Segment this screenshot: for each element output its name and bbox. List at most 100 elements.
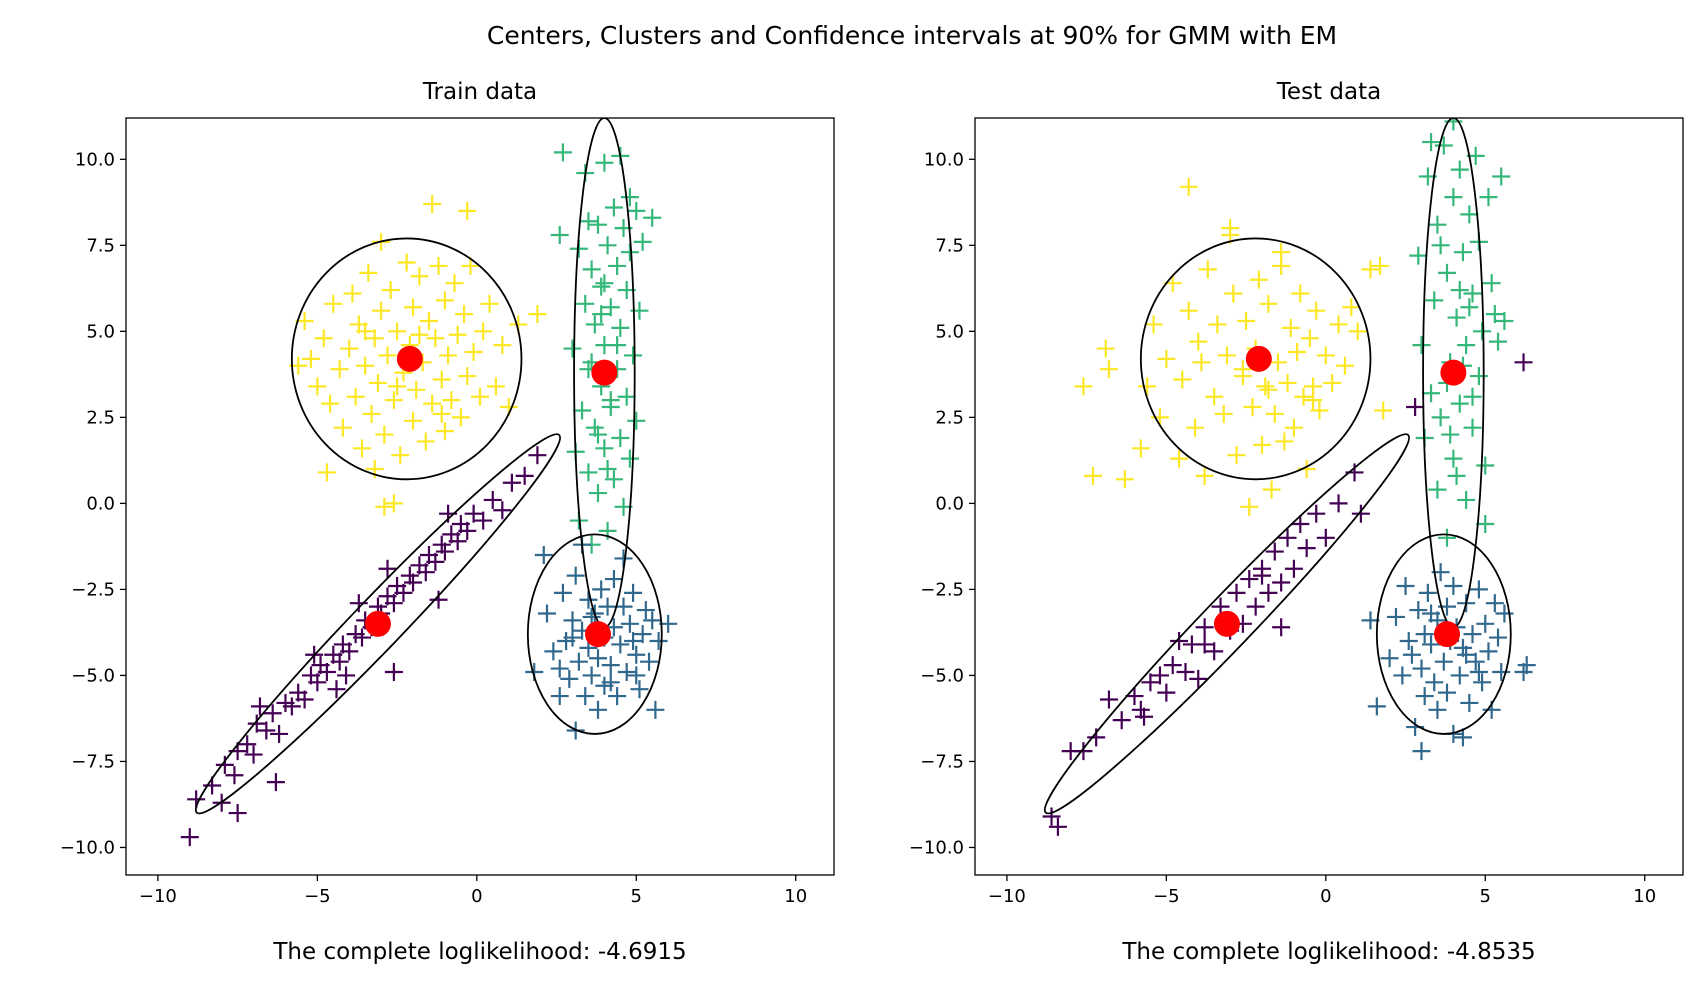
point-yellow (1291, 284, 1310, 303)
point-green (627, 201, 646, 220)
x-tick-label: 10 (784, 886, 807, 907)
point-purple (349, 594, 368, 613)
point-blue (592, 580, 611, 599)
point-yellow (480, 294, 499, 313)
point-blue (1466, 652, 1485, 671)
point-blue (627, 645, 646, 664)
point-yellow (1186, 418, 1205, 437)
center-purple (364, 610, 391, 637)
point-blue (1450, 666, 1469, 685)
point-green (1450, 160, 1469, 179)
point-green (1469, 367, 1488, 386)
point-green (595, 153, 614, 172)
point-yellow (1259, 294, 1278, 313)
point-blue (1412, 659, 1431, 678)
point-yellow (423, 394, 442, 413)
point-purple (378, 559, 397, 578)
point-purple (1125, 687, 1144, 706)
point-purple (1112, 711, 1131, 730)
point-blue (1453, 728, 1472, 747)
point-blue (1412, 742, 1431, 761)
point-green (1450, 394, 1469, 413)
point-yellow (1237, 312, 1256, 331)
point-purple (429, 590, 448, 609)
point-green (1425, 291, 1444, 310)
point-purple (1141, 673, 1160, 692)
ticks-test: −10 −5 0 5 10 10.0 7.5 5.0 2.5 0.0 −2.5 −5.0 −7.5 −10… (909, 149, 1656, 907)
marks-test (1042, 118, 1536, 836)
point-green (592, 305, 611, 324)
point-blue (624, 583, 643, 602)
point-yellow (343, 284, 362, 303)
point-yellow (301, 349, 320, 368)
point-yellow (423, 195, 442, 214)
point-blue (636, 601, 655, 620)
point-purple (282, 697, 301, 716)
point-purple (515, 466, 534, 485)
point-blue (1422, 635, 1441, 654)
point-purple (1291, 515, 1310, 534)
point-yellow (404, 411, 423, 430)
point-blue (1489, 628, 1508, 647)
x-tick-label: 10 (1633, 886, 1656, 907)
point-yellow (486, 377, 505, 396)
point-blue (582, 666, 601, 685)
point-blue (1396, 576, 1415, 595)
point-yellow (372, 301, 391, 320)
point-green (604, 198, 623, 217)
confidence-ellipse-blue (1375, 533, 1512, 735)
point-purple (1074, 742, 1093, 761)
point-green (604, 470, 623, 489)
confidence-ellipse-purple (1043, 433, 1410, 815)
point-purple (353, 628, 371, 647)
y-tick-label: 7.5 (86, 235, 115, 256)
point-purple (1307, 504, 1326, 523)
point-yellow (435, 291, 454, 310)
point-blue (601, 673, 620, 692)
point-yellow (1342, 298, 1361, 317)
point-blue (534, 545, 553, 564)
point-purple (1227, 583, 1246, 602)
point-blue (537, 604, 556, 623)
point-purple (1259, 583, 1278, 602)
point-yellow (1281, 318, 1300, 337)
point-green (608, 256, 627, 275)
point-purple (1163, 656, 1182, 675)
point-green (573, 401, 592, 420)
point-purple (502, 473, 521, 492)
point-green (608, 336, 627, 355)
marks-train (180, 118, 678, 847)
point-green (589, 484, 607, 503)
y-tick-label: −7.5 (71, 751, 115, 772)
point-green (589, 425, 607, 444)
point-yellow (1227, 446, 1246, 465)
point-yellow (461, 256, 480, 275)
xlabel-train: The complete loglikelihood: -4.6915 (272, 939, 686, 965)
point-yellow (308, 377, 327, 396)
point-blue (1444, 576, 1463, 595)
point-yellow (1288, 342, 1307, 361)
point-blue (630, 680, 649, 699)
point-green (1409, 246, 1428, 265)
point-yellow (1268, 353, 1287, 372)
point-yellow (432, 404, 451, 423)
point-blue (620, 614, 639, 633)
point-blue (1367, 697, 1386, 716)
y-tick-label: 10.0 (75, 149, 115, 170)
point-yellow (1233, 360, 1252, 379)
point-blue (1422, 604, 1441, 623)
point-yellow (1179, 177, 1198, 196)
center-yellow (396, 345, 423, 372)
point-green (579, 212, 598, 231)
point-yellow (404, 298, 423, 317)
point-purple (1253, 566, 1272, 585)
point-blue (553, 583, 572, 602)
point-purple (180, 828, 199, 847)
point-yellow (1323, 373, 1342, 392)
point-purple (483, 490, 502, 509)
point-yellow (1361, 260, 1380, 279)
point-blue (1402, 645, 1421, 664)
point-yellow (1374, 401, 1393, 420)
point-green (1422, 384, 1441, 403)
y-tick-label: −7.5 (920, 751, 964, 772)
